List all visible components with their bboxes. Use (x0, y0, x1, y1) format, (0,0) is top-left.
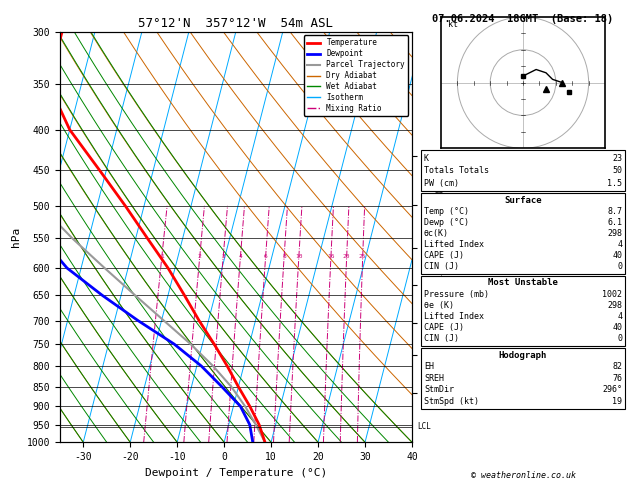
Text: 6: 6 (264, 254, 267, 259)
Text: © weatheronline.co.uk: © weatheronline.co.uk (470, 471, 576, 480)
Text: CIN (J): CIN (J) (424, 262, 459, 271)
Text: 6.1: 6.1 (607, 218, 622, 227)
Text: 8.7: 8.7 (607, 207, 622, 216)
Text: 296°: 296° (602, 385, 622, 394)
Text: 1: 1 (160, 254, 164, 259)
Text: Totals Totals: Totals Totals (424, 166, 489, 175)
Text: 76: 76 (612, 374, 622, 383)
Text: 50: 50 (612, 166, 622, 175)
Text: 25: 25 (359, 254, 367, 259)
Text: Most Unstable: Most Unstable (488, 278, 558, 287)
Text: 40: 40 (612, 323, 622, 332)
X-axis label: Dewpoint / Temperature (°C): Dewpoint / Temperature (°C) (145, 468, 327, 478)
Text: 4: 4 (238, 254, 242, 259)
Text: 3: 3 (221, 254, 225, 259)
Text: StmSpd (kt): StmSpd (kt) (424, 397, 479, 406)
Text: PW (cm): PW (cm) (424, 179, 459, 188)
Text: Temp (°C): Temp (°C) (424, 207, 469, 216)
Y-axis label: hPa: hPa (11, 227, 21, 247)
Text: Hodograph: Hodograph (499, 351, 547, 360)
Text: 298: 298 (607, 301, 622, 310)
Text: 19: 19 (612, 397, 622, 406)
Legend: Temperature, Dewpoint, Parcel Trajectory, Dry Adiabat, Wet Adiabat, Isotherm, Mi: Temperature, Dewpoint, Parcel Trajectory… (304, 35, 408, 116)
Text: 40: 40 (612, 251, 622, 260)
Y-axis label: km
ASL: km ASL (433, 228, 455, 246)
Text: EH: EH (424, 363, 434, 371)
Text: Mixing Ratio (g/kg): Mixing Ratio (g/kg) (436, 190, 445, 284)
Text: 4: 4 (617, 240, 622, 249)
Text: θc(K): θc(K) (424, 229, 449, 238)
Text: 20: 20 (343, 254, 350, 259)
Text: 4: 4 (617, 312, 622, 321)
Text: 0: 0 (617, 334, 622, 343)
Text: 1002: 1002 (602, 290, 622, 298)
Text: CIN (J): CIN (J) (424, 334, 459, 343)
Text: CAPE (J): CAPE (J) (424, 251, 464, 260)
Text: kt: kt (448, 20, 457, 29)
Text: K: K (424, 154, 429, 163)
Text: 16: 16 (327, 254, 335, 259)
Text: 07.06.2024  18GMT  (Base: 18): 07.06.2024 18GMT (Base: 18) (432, 14, 614, 24)
Text: 82: 82 (612, 363, 622, 371)
Text: Surface: Surface (504, 196, 542, 205)
Text: Dewp (°C): Dewp (°C) (424, 218, 469, 227)
Text: 0: 0 (617, 262, 622, 271)
Text: 2: 2 (198, 254, 202, 259)
Text: LCL: LCL (417, 422, 431, 431)
Text: 10: 10 (295, 254, 303, 259)
Text: 1.5: 1.5 (607, 179, 622, 188)
Text: StmDir: StmDir (424, 385, 454, 394)
Text: SREH: SREH (424, 374, 444, 383)
Title: 57°12'N  357°12'W  54m ASL: 57°12'N 357°12'W 54m ASL (138, 17, 333, 31)
Text: CAPE (J): CAPE (J) (424, 323, 464, 332)
Text: 23: 23 (612, 154, 622, 163)
Text: 8: 8 (282, 254, 286, 259)
Text: Lifted Index: Lifted Index (424, 312, 484, 321)
Text: Lifted Index: Lifted Index (424, 240, 484, 249)
Text: Pressure (mb): Pressure (mb) (424, 290, 489, 298)
Text: θe (K): θe (K) (424, 301, 454, 310)
Text: 298: 298 (607, 229, 622, 238)
